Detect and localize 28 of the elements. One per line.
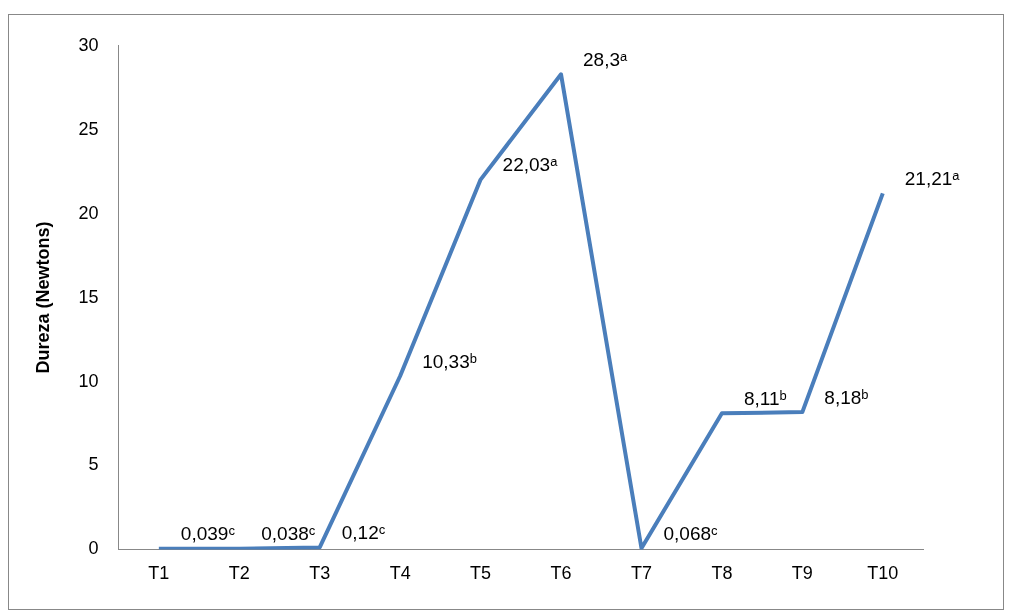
y-tick-label: 25 <box>78 118 99 139</box>
data-label: 0,039ᶜ <box>180 523 236 545</box>
y-axis-title: Dureza (Newtons) <box>32 221 53 374</box>
y-tick-label: 10 <box>78 370 99 391</box>
x-tick-label: T4 <box>389 563 411 584</box>
data-label: 0,12ᶜ <box>341 522 386 544</box>
data-label: 8,11ᵇ <box>743 387 787 409</box>
x-tick-label: T1 <box>148 563 170 584</box>
x-tick-label: T3 <box>309 563 331 584</box>
data-label: 28,3ᵃ <box>583 49 629 71</box>
data-label: 21,21ᵃ <box>904 168 961 190</box>
x-tick-label: T2 <box>228 563 250 584</box>
x-tick-label: T5 <box>470 563 492 584</box>
y-tick-label: 30 <box>78 34 99 55</box>
x-tick-label: T7 <box>630 563 652 584</box>
data-label: 0,038ᶜ <box>261 523 316 545</box>
x-tick-label: T6 <box>550 563 572 584</box>
x-tick-label: T9 <box>791 563 813 584</box>
x-tick-label: T8 <box>711 563 733 584</box>
data-label: 10,33ᵇ <box>422 350 477 372</box>
data-label: 22,03ᵃ <box>502 154 559 176</box>
y-tick-label: 5 <box>88 454 99 475</box>
data-label: 0,068ᶜ <box>663 522 719 544</box>
data-label: 8,18ᵇ <box>824 386 869 408</box>
y-tick-label: 20 <box>78 202 99 223</box>
x-tick-label: T10 <box>867 563 899 584</box>
y-tick-label: 0 <box>88 538 99 559</box>
y-tick-label: 15 <box>78 286 99 307</box>
